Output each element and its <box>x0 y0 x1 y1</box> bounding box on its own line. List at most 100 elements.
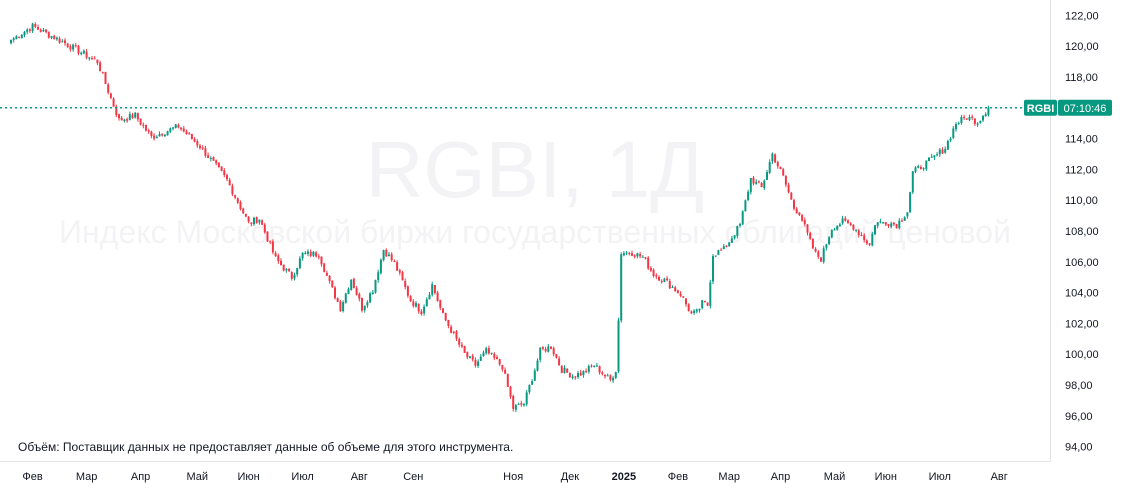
candle <box>882 221 885 224</box>
candle <box>774 153 777 164</box>
candle <box>139 118 142 126</box>
candle <box>693 309 696 315</box>
candle <box>533 368 536 382</box>
candle <box>269 240 272 245</box>
price-tick-label: 96,00 <box>1065 411 1093 423</box>
candle <box>868 242 871 247</box>
candle <box>633 254 636 259</box>
candle <box>579 369 582 376</box>
candle <box>963 114 966 120</box>
candle <box>15 35 18 40</box>
candle <box>471 353 474 362</box>
candle <box>301 252 304 261</box>
candle <box>612 375 615 384</box>
candle <box>209 156 212 162</box>
candle <box>182 125 185 133</box>
candle <box>26 28 29 35</box>
candle <box>250 221 253 227</box>
time-tick-label: Июн <box>875 471 897 483</box>
candle <box>946 139 949 150</box>
candle <box>766 169 768 181</box>
candle <box>155 135 158 139</box>
candle <box>587 364 590 374</box>
candle <box>938 147 941 157</box>
time-tick-label: Сен <box>403 471 423 483</box>
time-tick-label: Авг <box>351 471 368 483</box>
candle <box>568 372 571 378</box>
candle <box>682 296 685 299</box>
candle <box>10 39 12 45</box>
candle <box>447 319 450 329</box>
candle <box>334 285 336 300</box>
candle <box>166 130 169 136</box>
candle <box>828 236 831 246</box>
candle <box>558 356 561 366</box>
candle <box>82 49 85 55</box>
candle <box>482 350 485 357</box>
candle <box>420 309 423 316</box>
candle <box>463 345 466 354</box>
candle <box>379 258 382 275</box>
candle <box>757 180 760 184</box>
candle <box>242 207 245 215</box>
candle <box>466 351 469 360</box>
candle <box>663 277 666 283</box>
time-axis[interactable]: Фев Мар Апр Май Июн Июл Авг Сен Ноя Дек 2025 Фев Мар… <box>22 471 1007 483</box>
candle <box>622 251 625 257</box>
candle <box>350 279 353 291</box>
price-axis[interactable]: 122,00120,00118,00116,00114,00112,00110,… <box>1065 10 1099 453</box>
candle <box>261 219 264 226</box>
candle <box>150 130 153 139</box>
candle <box>239 200 242 211</box>
candle <box>223 168 226 178</box>
candle <box>563 365 566 374</box>
candle <box>685 298 687 307</box>
candle <box>172 127 174 131</box>
candle <box>639 251 642 259</box>
candle <box>528 384 531 395</box>
candle <box>474 357 477 368</box>
candle <box>555 354 558 359</box>
candle <box>741 210 744 226</box>
candle <box>593 365 596 368</box>
candle <box>425 297 428 307</box>
candle <box>649 266 652 273</box>
candle <box>228 177 231 186</box>
candle <box>169 127 172 134</box>
candle <box>309 249 312 258</box>
candle <box>336 297 339 303</box>
candle <box>323 262 326 273</box>
candle <box>109 92 112 100</box>
candle <box>952 126 955 140</box>
candle <box>747 189 750 202</box>
time-tick-label: Апр <box>131 471 150 483</box>
price-tick-label: 104,00 <box>1065 288 1099 300</box>
candle <box>647 255 650 271</box>
candle <box>436 290 439 302</box>
price-tick-label: 94,00 <box>1065 442 1093 454</box>
candle <box>339 300 342 312</box>
candle <box>42 27 45 32</box>
time-tick-label: Фев <box>668 471 688 483</box>
candle <box>393 259 396 263</box>
candle <box>398 268 401 276</box>
candle <box>452 330 455 335</box>
candle <box>277 253 280 264</box>
candle <box>118 113 120 121</box>
candle <box>290 271 293 281</box>
candle <box>193 137 196 143</box>
watermark-subtitle: Индекс Московской биржи государственных … <box>59 214 1011 250</box>
candle <box>263 222 266 234</box>
candle <box>968 114 971 122</box>
time-tick-label: Мар <box>76 471 98 483</box>
candle <box>706 302 709 307</box>
candle <box>944 146 947 154</box>
candle <box>768 159 771 174</box>
time-tick-label: Фев <box>22 471 42 483</box>
candle <box>285 268 288 273</box>
candle <box>717 249 720 256</box>
candle <box>431 281 434 297</box>
candle <box>504 367 507 375</box>
candle <box>830 229 833 239</box>
